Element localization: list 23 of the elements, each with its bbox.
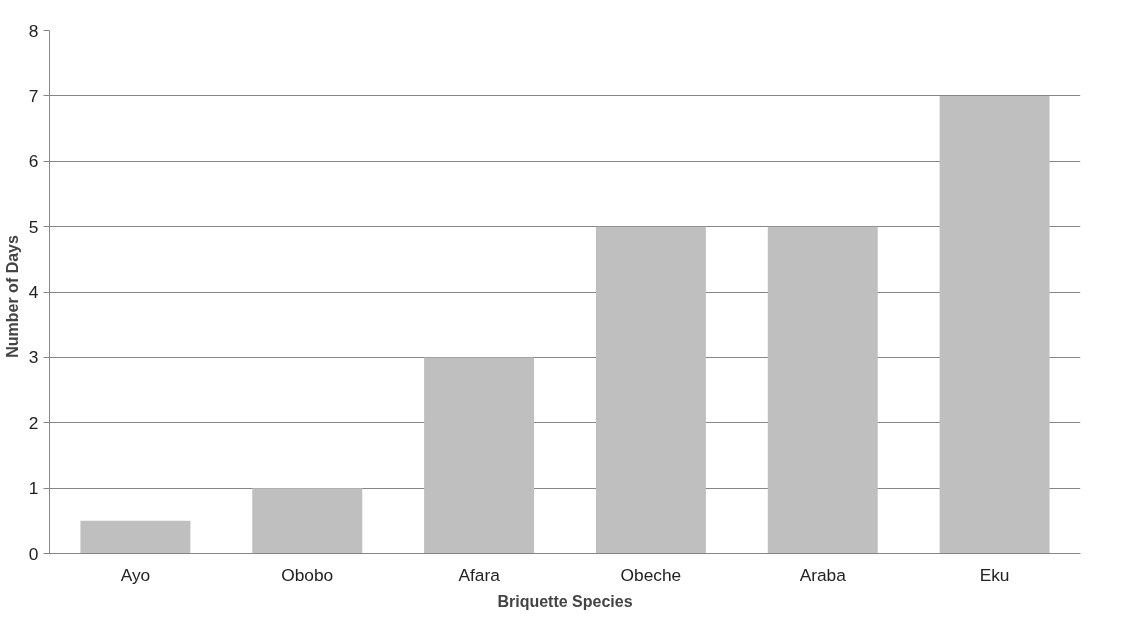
x-tick-label: Afara: [458, 564, 501, 585]
y-tick-label: 2: [28, 412, 39, 433]
x-tick-label: Eku: [979, 564, 1010, 585]
bar: [252, 488, 363, 554]
y-axis-title: Number of Days: [3, 235, 21, 358]
y-tick-label: 5: [28, 216, 39, 237]
y-tick-label: 3: [28, 347, 39, 368]
bar: [595, 226, 706, 554]
bar: [424, 357, 535, 554]
y-tick-label: 1: [28, 478, 39, 499]
y-tick-label: 8: [28, 20, 39, 41]
bar: [767, 226, 878, 554]
x-axis-title: Briquette Species: [497, 592, 633, 610]
bar: [80, 520, 191, 554]
bar: [939, 95, 1050, 554]
x-tick-label: Obeche: [620, 564, 682, 585]
y-tick-label: 0: [28, 543, 39, 564]
y-tick-label: 4: [28, 282, 39, 302]
x-tick-label: Araba: [799, 564, 847, 585]
y-tick-label: 7: [28, 85, 39, 106]
y-tick-label: 6: [28, 151, 39, 172]
x-tick-label: Obobo: [281, 564, 334, 585]
x-tick-label: Ayo: [120, 564, 151, 585]
